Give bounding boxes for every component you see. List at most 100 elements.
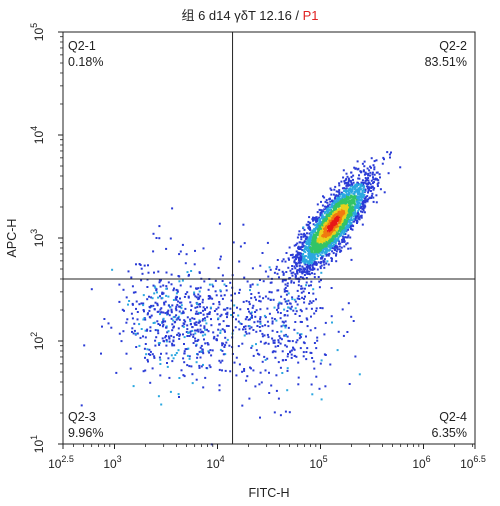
event-dot [180, 304, 183, 307]
event-dot [363, 204, 366, 207]
event-dot [296, 303, 299, 306]
event-dot [251, 344, 254, 347]
event-dot [310, 246, 313, 249]
event-dot [330, 240, 332, 243]
event-dot [299, 276, 302, 278]
event-dot [184, 307, 187, 310]
event-dot [358, 373, 361, 376]
quadrant-percent: 83.51% [425, 55, 467, 69]
event-dot [173, 344, 176, 347]
event-dot [295, 265, 298, 268]
event-dot [154, 286, 157, 289]
event-dot [340, 213, 343, 215]
event-dot [284, 286, 287, 289]
event-dot [352, 196, 355, 198]
event-dot [320, 222, 323, 225]
event-dot [367, 186, 370, 189]
event-dot [298, 230, 301, 233]
event-dot [172, 336, 175, 339]
event-dot [163, 301, 166, 304]
event-dot [211, 297, 214, 300]
event-dot [80, 404, 83, 407]
event-dot [267, 325, 270, 328]
event-dot [313, 268, 316, 271]
event-dot [154, 329, 157, 332]
event-dot [159, 358, 162, 361]
event-dot [196, 312, 199, 315]
event-dot [351, 202, 354, 204]
event-dot [311, 393, 314, 396]
event-dot [291, 267, 294, 270]
event-dot [281, 278, 284, 281]
event-dot [276, 308, 278, 311]
event-dot [146, 358, 149, 361]
event-dot [212, 331, 215, 334]
event-dot [352, 225, 355, 228]
event-dot [295, 262, 297, 265]
event-dot [300, 252, 302, 255]
event-dot [190, 309, 192, 312]
event-dot [312, 219, 314, 222]
event-dot [361, 184, 364, 187]
event-dot [293, 354, 296, 357]
event-dot [145, 353, 148, 356]
event-dot [202, 318, 205, 321]
event-dot [348, 210, 351, 213]
event-dot [275, 265, 278, 268]
event-dot [320, 248, 323, 251]
event-dot [218, 303, 221, 306]
event-dot [376, 183, 379, 186]
event-dot [165, 294, 168, 297]
event-dot [308, 272, 310, 275]
event-dot [316, 217, 319, 220]
event-dot [334, 222, 336, 225]
event-dot [170, 334, 173, 337]
event-dot [373, 173, 376, 176]
event-dot [326, 238, 328, 241]
event-dot [255, 330, 258, 333]
event-dot [309, 256, 312, 259]
event-dot [319, 245, 322, 248]
event-dot [352, 208, 355, 211]
event-dot [340, 234, 343, 237]
event-dot [324, 236, 327, 238]
event-dot [220, 294, 223, 297]
event-dot [174, 307, 177, 310]
event-dot [314, 228, 317, 230]
event-dot [327, 222, 330, 225]
event-dot [308, 222, 311, 225]
event-dot [338, 184, 341, 187]
event-dot [330, 228, 333, 231]
event-dot [241, 404, 244, 407]
event-dot [203, 325, 206, 328]
event-dot [298, 256, 301, 259]
event-dot [356, 214, 359, 217]
event-dot [312, 292, 315, 295]
event-dot [157, 270, 160, 273]
event-dot [318, 251, 321, 254]
event-dot [319, 240, 322, 243]
event-dot [203, 280, 206, 283]
event-dot [266, 320, 269, 323]
event-dot [338, 235, 341, 238]
event-dot [334, 234, 337, 237]
event-dot [225, 285, 228, 287]
event-dot [316, 243, 319, 246]
event-dot [318, 286, 321, 289]
event-dot [313, 251, 316, 254]
event-dot [252, 369, 255, 372]
event-dot [157, 332, 160, 335]
event-dot [318, 250, 320, 253]
event-dot [314, 263, 317, 266]
event-dot [335, 245, 338, 248]
event-dot [350, 183, 353, 186]
event-dot [184, 293, 187, 295]
event-dot [266, 241, 269, 244]
event-dot [202, 363, 204, 366]
event-dot [341, 192, 344, 195]
event-dot [336, 239, 338, 242]
event-dot [371, 173, 374, 176]
event-dot [200, 344, 203, 347]
event-dot [189, 330, 192, 333]
event-dot [335, 207, 337, 210]
